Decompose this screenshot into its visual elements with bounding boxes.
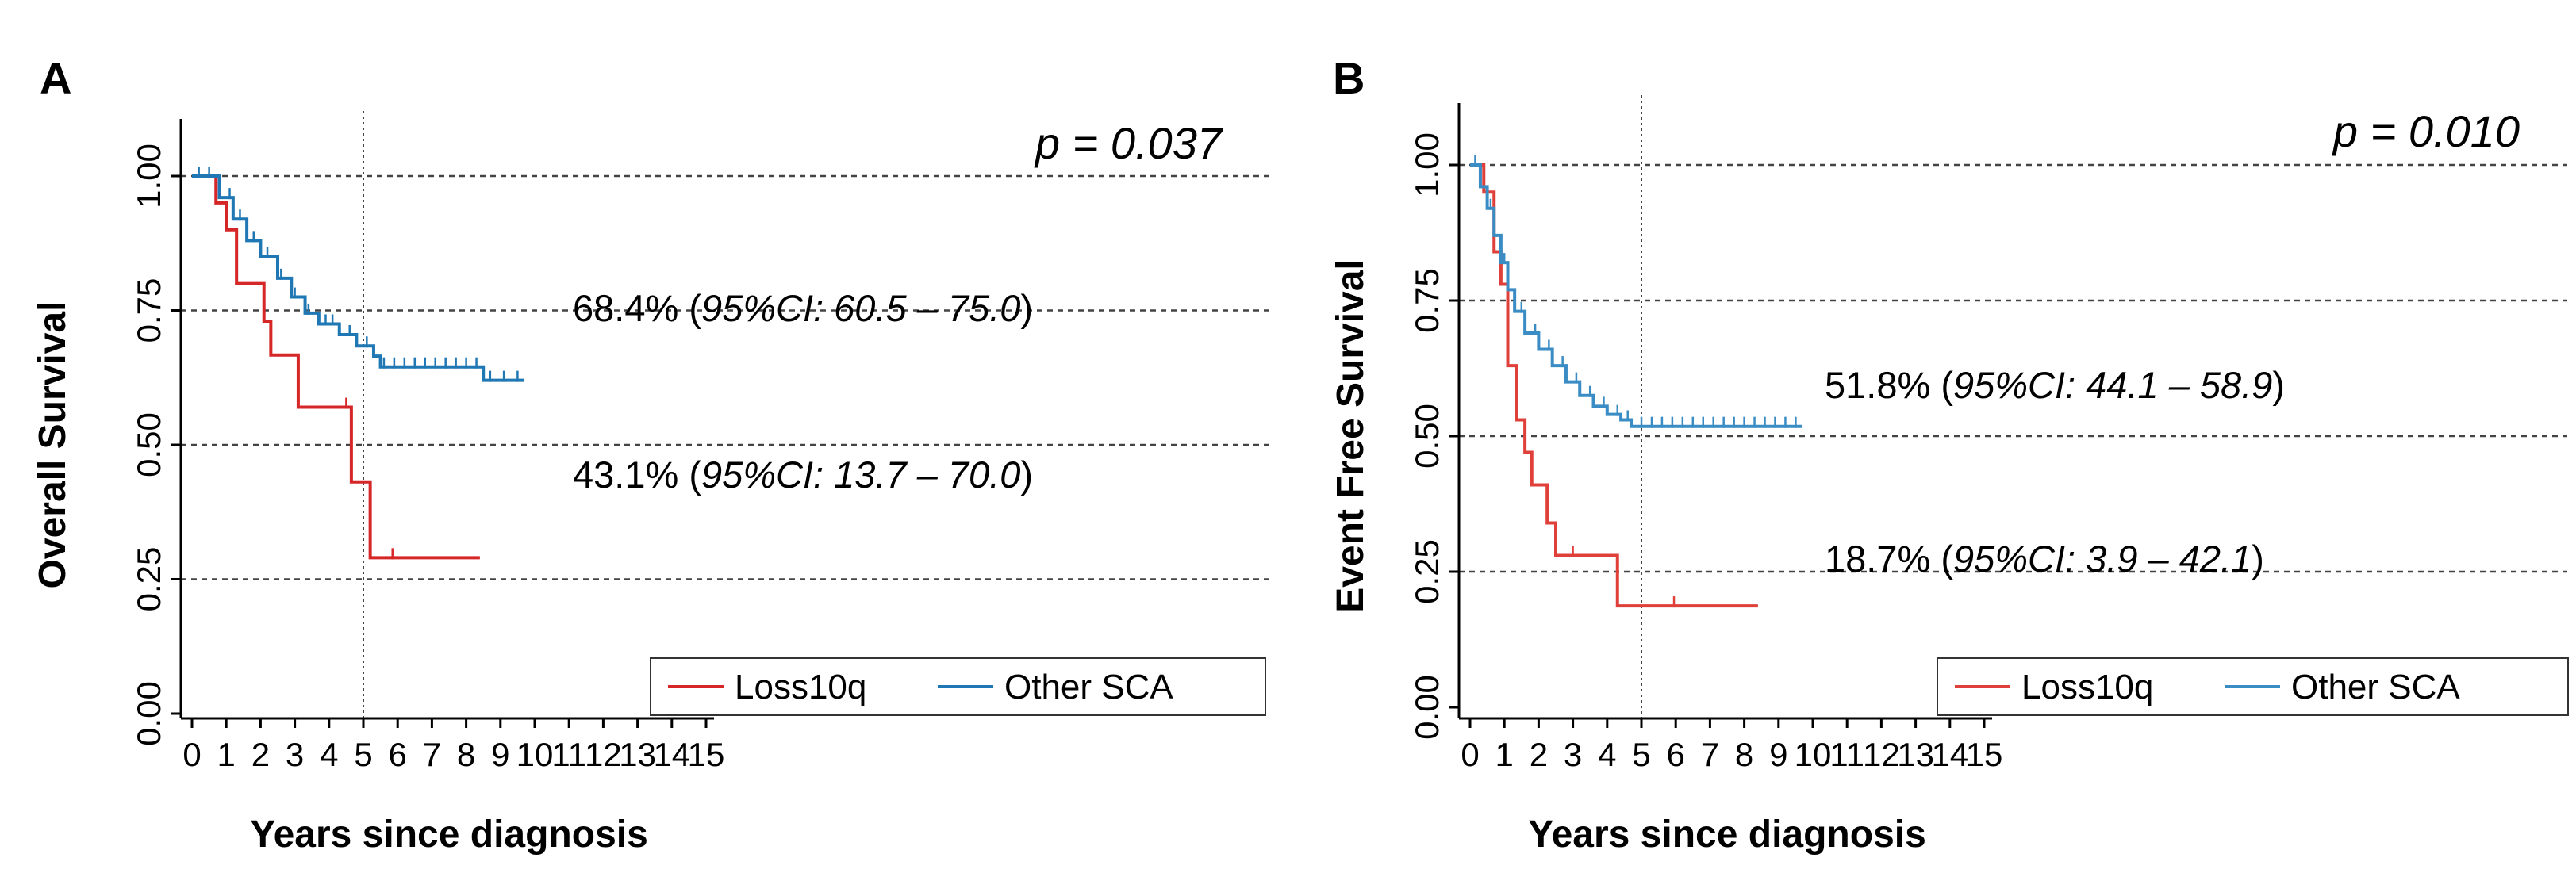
x-tick-label: 11 — [551, 736, 586, 773]
x-tick-label: 12 — [1863, 736, 1900, 773]
x-tick-label: 7 — [1701, 736, 1719, 773]
y-tick-label: 0.50 — [1408, 404, 1445, 469]
legend: Loss10q Other SCA — [1937, 657, 2569, 716]
p-value: p = 0.037 — [1034, 118, 1223, 168]
annotation-close: ) — [2272, 364, 2285, 406]
annotation-percent: 18.7% ( — [1825, 538, 1953, 580]
annotation-close: ) — [2252, 538, 2264, 580]
x-tick-label: 12 — [585, 736, 622, 773]
x-tick-label: 14 — [653, 736, 690, 773]
y-tick-label: 0.75 — [1408, 268, 1445, 333]
x-tick-label: 4 — [320, 736, 338, 773]
p-value: p = 0.010 — [2332, 106, 2520, 156]
x-tick-label: 0 — [1461, 736, 1479, 773]
survival-annotation: 68.4% (95%CI: 60.5 – 75.0) — [573, 287, 1033, 329]
y-tick-label: 1.00 — [130, 144, 167, 209]
x-tick-label: 3 — [286, 736, 304, 773]
survival-curve-other-sca — [1470, 163, 1803, 428]
panel-letter: B — [1333, 53, 1365, 103]
x-tick-label: 10 — [1795, 736, 1832, 773]
survival-curve-loss10q — [192, 174, 480, 560]
x-tick-label: 11 — [1829, 736, 1864, 773]
panel-b: B0.000.250.500.751.000 1 2 3 4 5 6 7 8 9 101112131… — [1330, 53, 2569, 856]
x-tick-label: 2 — [1530, 736, 1548, 773]
x-tick-label: 14 — [1931, 736, 1968, 773]
x-tick-label: 2 — [251, 736, 270, 773]
legend: Loss10q Other SCA — [650, 657, 1266, 716]
annotation-ci: 95%CI: 60.5 – 75.0 — [701, 287, 1020, 329]
legend-label-loss10q: Loss10q — [735, 668, 866, 706]
x-tick-label: 6 — [389, 736, 407, 773]
x-axis-title: Years since diagnosis — [1528, 814, 1926, 856]
x-tick-label: 5 — [1632, 736, 1650, 773]
x-tick-label: 13 — [1897, 736, 1934, 773]
survival-annotation: 51.8% (95%CI: 44.1 – 58.9) — [1825, 364, 2285, 406]
x-tick-label: 9 — [1769, 736, 1787, 773]
x-tick-label: 1 — [217, 736, 236, 773]
survival-annotation: 18.7% (95%CI: 3.9 – 42.1) — [1825, 538, 2264, 580]
legend-label-loss10q: Loss10q — [2021, 668, 2153, 706]
y-axis-title: Event Free Survival — [1330, 259, 1372, 613]
panel-a: A0.000.250.500.751.000 1 2 3 4 5 6 7 8 9 101112131… — [32, 53, 1269, 856]
x-tick-label: 10 — [516, 736, 554, 773]
y-tick-label: 1.00 — [1408, 132, 1445, 197]
legend-label-other-sca: Other SCA — [2291, 668, 2460, 706]
annotation-ci: 95%CI: 13.7 – 70.0 — [701, 454, 1020, 496]
x-tick-label: 8 — [1735, 736, 1753, 773]
x-tick-label: 15 — [688, 736, 725, 773]
annotation-close: ) — [1020, 454, 1033, 496]
y-tick-label: 0.50 — [130, 412, 167, 477]
y-axis-title: Overall Survival — [32, 301, 74, 589]
panel-letter: A — [40, 53, 71, 103]
annotation-percent: 43.1% ( — [573, 454, 701, 496]
annotation-ci: 95%CI: 44.1 – 58.9 — [1953, 364, 2272, 406]
x-tick-label: 8 — [457, 736, 475, 773]
y-tick-label: 0.00 — [130, 681, 167, 746]
y-tick-label: 0.75 — [130, 278, 167, 343]
annotation-close: ) — [1020, 287, 1033, 329]
survival-curve-loss10q — [1470, 163, 1758, 608]
x-tick-label: 6 — [1667, 736, 1685, 773]
x-tick-label: 1 — [1495, 736, 1514, 773]
survival-annotation: 43.1% (95%CI: 13.7 – 70.0) — [573, 454, 1033, 496]
annotation-percent: 68.4% ( — [573, 287, 701, 329]
annotation-ci: 95%CI: 3.9 – 42.1 — [1953, 538, 2252, 580]
x-tick-label: 3 — [1564, 736, 1582, 773]
x-tick-label: 0 — [182, 736, 201, 773]
annotation-percent: 51.8% ( — [1825, 364, 1953, 406]
x-tick-label: 13 — [619, 736, 656, 773]
legend-label-other-sca: Other SCA — [1004, 668, 1173, 706]
y-tick-label: 0.25 — [130, 547, 167, 612]
x-axis-title: Years since diagnosis — [250, 814, 648, 856]
x-tick-label: 4 — [1598, 736, 1616, 773]
y-tick-label: 0.25 — [1408, 539, 1445, 604]
survival-curve-other-sca — [192, 174, 525, 382]
x-tick-label: 7 — [423, 736, 441, 773]
x-tick-label: 15 — [1966, 736, 2003, 773]
x-tick-label: 5 — [354, 736, 372, 773]
x-tick-label: 9 — [491, 736, 509, 773]
y-tick-label: 0.00 — [1408, 675, 1445, 740]
